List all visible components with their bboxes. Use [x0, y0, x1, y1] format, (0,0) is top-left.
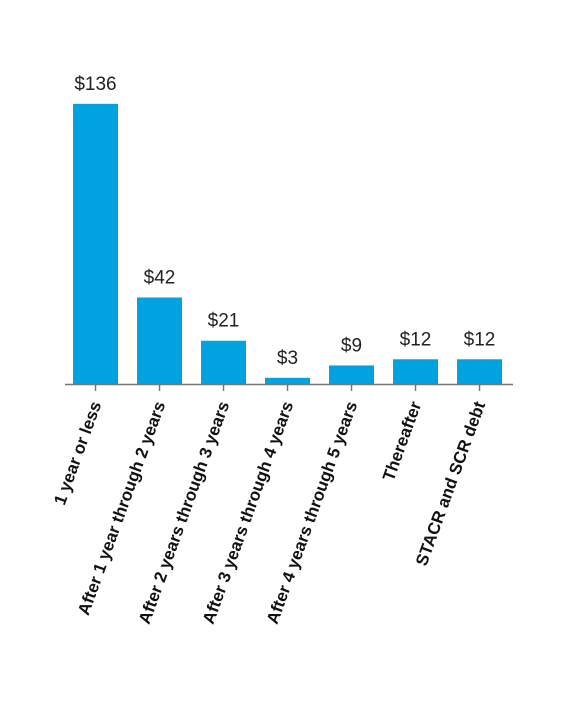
bar: [329, 365, 374, 384]
bar: [457, 359, 502, 384]
x-tick-label: 1 year or less: [50, 399, 105, 508]
value-label: $136: [74, 74, 116, 95]
bar: [393, 359, 438, 384]
bar: [73, 103, 118, 384]
value-label: $3: [277, 348, 298, 369]
x-tick-label: Thereafter: [379, 399, 425, 484]
bar: [265, 377, 310, 384]
x-tick-label: STACR and SCR debt: [412, 399, 489, 569]
bar: [137, 297, 182, 384]
value-label: $9: [341, 335, 362, 356]
value-label: $12: [464, 329, 496, 350]
value-label: $21: [208, 311, 240, 332]
value-label: $42: [144, 267, 176, 288]
bar: [201, 340, 246, 384]
value-label: $12: [400, 329, 432, 350]
